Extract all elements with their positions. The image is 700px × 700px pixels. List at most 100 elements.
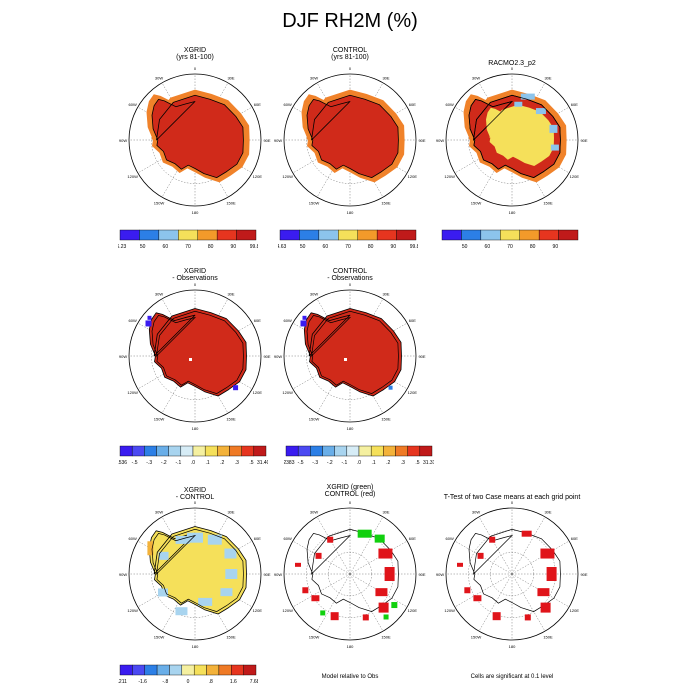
meridian-line [316, 516, 351, 575]
colorbar-swatch [558, 229, 579, 241]
colorbar-tick-label: .2 [386, 460, 390, 466]
colorbar-tick-label: -.3 [312, 460, 318, 466]
blue-cells [233, 385, 239, 391]
colorbar-tick-label: 14.63 [278, 244, 286, 250]
colorbar-tick-label: 70 [345, 244, 351, 250]
longitude-label: 30W [472, 510, 480, 515]
pole-gap [189, 358, 192, 361]
colorbar-tick-label: 60 [163, 244, 169, 250]
panel-title-xgrid-obs: XGRID - Observations [172, 268, 218, 282]
significant-green-cells [391, 602, 398, 609]
longitude-label: 120E [570, 608, 580, 613]
meridian-line [161, 139, 196, 198]
meridian-line [349, 573, 408, 608]
longitude-label: 120E [408, 608, 418, 613]
colorbar-swatch [231, 664, 244, 676]
colorbar-swatch [180, 445, 194, 457]
longitude-label: 30W [310, 292, 318, 297]
longitude-label: 150W [309, 634, 320, 639]
continent-fill [151, 94, 244, 178]
light-blue-cells [158, 551, 169, 560]
longitude-label: 150E [381, 634, 391, 639]
colorbar-tick-label: -.5 [132, 460, 138, 466]
coastline [151, 310, 244, 394]
blue-cells [147, 315, 152, 320]
colorbar-tick-label: 1.6 [230, 679, 237, 685]
longitude-label: 180 [192, 644, 199, 649]
meridian-line [194, 298, 229, 357]
longitude-label: 150W [309, 416, 320, 421]
significant-red-cells [362, 614, 369, 621]
meridian-line [511, 516, 546, 575]
colorbar-swatch [193, 664, 207, 676]
significant-red-cells [378, 602, 389, 613]
meridian-line [511, 540, 570, 575]
colorbar-swatch [500, 229, 520, 241]
colorbar-tick-label: 31.4099 [257, 460, 268, 466]
panel-title-green-red: XGRID (green) CONTROL (red) [324, 484, 376, 498]
colorbar-swatch [119, 445, 133, 457]
colorbar-swatch [395, 445, 408, 457]
map-panel-significance-green-red: 0 30E 60E 90E 120E 150E 180 150W 120W 90W 60W 30W [274, 500, 426, 649]
colorbar-swatch [346, 445, 360, 457]
meridian-line [511, 106, 570, 141]
significant-red-cells [457, 562, 464, 567]
longitude-label: 90E [418, 138, 425, 143]
longitude-label: 120E [570, 174, 580, 179]
longitude-label: 0 [349, 500, 352, 505]
colorbar-swatch [216, 229, 237, 241]
longitude-label: 150W [154, 200, 165, 205]
colorbar-tick-label: -1.6 [138, 679, 147, 685]
meridian-line [511, 82, 546, 141]
colorbar-tick-label: -.5 [298, 460, 304, 466]
meridian-line [161, 298, 196, 357]
colorbar-tick-label: .5 [415, 460, 419, 466]
meridian-line [511, 139, 570, 174]
longitude-label: 90E [580, 572, 587, 577]
meridian-line [292, 540, 351, 575]
light-blue-cells [175, 535, 190, 544]
longitude-label: 30E [382, 510, 389, 515]
panel-title-racmo: RACMO2.3_p2 [488, 60, 536, 67]
colorbar-control-obs: -3.2383-.5 -.3 -.2 -.1 .0 .1 .2 .3 .5 31.3106 [284, 445, 434, 466]
longitude-label: 30E [544, 510, 551, 515]
meridian-line [137, 540, 196, 575]
colorbar-tick-label: 0 [187, 679, 190, 685]
colorbar-swatch [168, 445, 182, 457]
longitude-label: 180 [509, 644, 516, 649]
colorbar-swatch [297, 445, 311, 457]
longitude-label: 120W [444, 608, 455, 613]
colorbar-swatch [132, 664, 145, 676]
colorbar-swatch [357, 229, 378, 241]
colorbar-xgrid: 16.23 50 60 70 80 90 99.87 [118, 229, 258, 250]
meridian-line [194, 82, 229, 141]
colorbar-swatch [279, 229, 300, 241]
colorbar-swatch [419, 445, 433, 457]
longitude-label: 30W [155, 292, 163, 297]
colorbar-swatch [169, 664, 183, 676]
racmo-blue-cells [535, 108, 546, 115]
meridian-line [349, 516, 384, 575]
colorbar-tick-label: 50 [300, 244, 306, 250]
colorbar-xgrid-obs: -2.536 -.5 -.3 -.2 -.1 .0 .1 .2 .3 .5 31.4099 [118, 445, 268, 466]
colorbar-tick-label: -3.2383 [284, 460, 295, 466]
longitude-label: 60W [446, 102, 454, 107]
longitude-label: 120W [127, 608, 138, 613]
longitude-label: 60E [409, 318, 416, 323]
significant-green-cells [357, 529, 372, 538]
parallel-line [328, 552, 372, 596]
colorbar-tick-label: .1 [372, 460, 376, 466]
colorbar-swatch [119, 229, 140, 241]
panel-title-ttest: T-Test of two Case means at each grid po… [443, 494, 581, 501]
significant-red-cells [327, 536, 334, 543]
longitude-label: 150W [309, 200, 320, 205]
colorbar-swatch [197, 229, 218, 241]
longitude-label: 90E [418, 354, 425, 359]
colorbar-tick-label: 90 [553, 244, 559, 250]
longitude-label: 180 [347, 210, 354, 215]
main-title: DJF RH2M (%) [282, 10, 418, 32]
racmo-interior-yellow [486, 104, 554, 166]
panel-title-control: CONTROL (yrs 81-100) [331, 47, 369, 61]
light-blue-cells [225, 569, 238, 579]
longitude-label: 60W [284, 536, 292, 541]
